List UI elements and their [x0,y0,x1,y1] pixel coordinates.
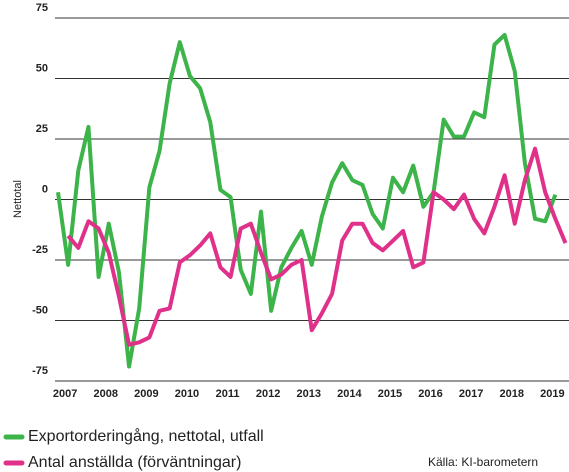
x-tick-label: 2014 [337,388,362,400]
source: Källa: KI-barometern [428,455,538,469]
y-tick-label: 0 [42,183,48,195]
series-line [56,32,558,369]
x-tick-label: 2018 [500,388,524,400]
x-tick-label: 2015 [378,388,402,400]
series-line [66,146,568,347]
x-tick-label: 2010 [175,388,199,400]
y-tick-label: 25 [36,123,48,135]
y-tick-label: -75 [32,365,48,377]
x-tick-label: 2008 [94,388,118,400]
x-tick-label: 2013 [297,388,321,400]
legend-label: Exportorderingång, nettotal, utfall [28,427,264,445]
x-tick-label: 2012 [256,388,280,400]
x-tick-label: 2007 [53,388,77,400]
legend-label: Antal anställda (förväntningar) [28,454,241,471]
x-tick-label: 2019 [540,388,564,400]
x-tick-label: 2016 [418,388,442,400]
y-tick-label: -25 [32,244,48,256]
x-tick-label: 2017 [459,388,483,400]
y-tick-label: 75 [36,2,48,14]
y-axis-label: Nettotal [12,180,24,218]
y-tick-label: 50 [36,62,48,74]
x-tick-label: 2009 [134,388,158,400]
y-tick-label: -50 [32,304,48,316]
x-tick-label: 2011 [216,388,240,400]
